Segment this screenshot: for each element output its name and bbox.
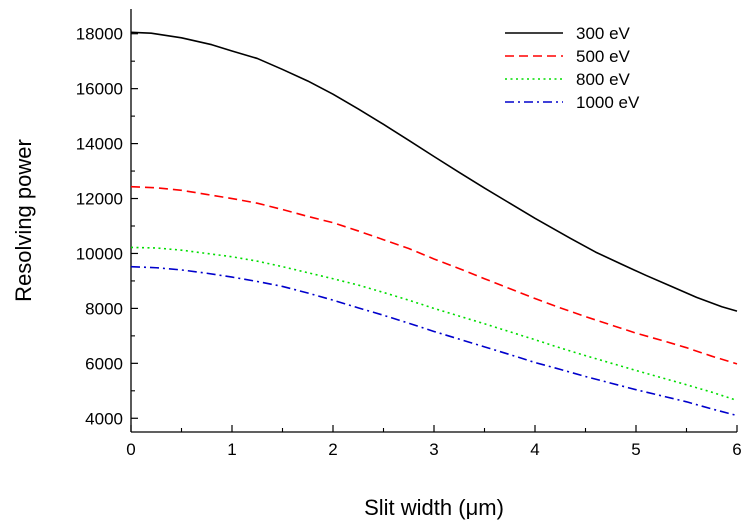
legend-label: 300 eV <box>576 24 631 43</box>
x-tick-label: 0 <box>126 440 135 459</box>
legend-label: 1000 eV <box>576 93 640 112</box>
series-line-800-ev <box>130 246 738 402</box>
y-tick-label: 16000 <box>76 80 123 99</box>
series-line-1000-ev <box>130 265 738 417</box>
y-tick-label: 4000 <box>85 409 123 428</box>
series-lines <box>130 31 738 417</box>
plot-frame <box>130 9 737 433</box>
x-tick-label: 1 <box>227 440 236 459</box>
series-line-300-ev <box>130 31 738 312</box>
y-tick-label: 8000 <box>85 299 123 318</box>
legend-label: 500 eV <box>576 47 631 66</box>
legend-label: 800 eV <box>576 70 631 89</box>
x-axis-ticks: 0 1 2 3 4 5 6 <box>126 425 742 459</box>
y-axis-title: Resolving power <box>11 139 36 302</box>
x-tick-label: 5 <box>631 440 640 459</box>
x-tick-label: 3 <box>429 440 438 459</box>
y-tick-label: 14000 <box>76 135 123 154</box>
x-axis-title: Slit width (μm) <box>364 495 504 520</box>
legend: 300 eV 500 eV 800 eV 1000 eV <box>505 24 640 112</box>
y-tick-label: 10000 <box>76 244 123 263</box>
x-tick-label: 2 <box>328 440 337 459</box>
y-tick-label: 6000 <box>85 354 123 373</box>
y-tick-label: 18000 <box>76 25 123 44</box>
x-tick-label: 4 <box>530 440 539 459</box>
y-axis-ticks: 4000 6000 8000 10000 12000 14000 16000 18000 <box>76 25 138 428</box>
y-tick-label: 12000 <box>76 190 123 209</box>
series-line-500-ev <box>130 185 738 365</box>
x-tick-label: 6 <box>732 440 741 459</box>
